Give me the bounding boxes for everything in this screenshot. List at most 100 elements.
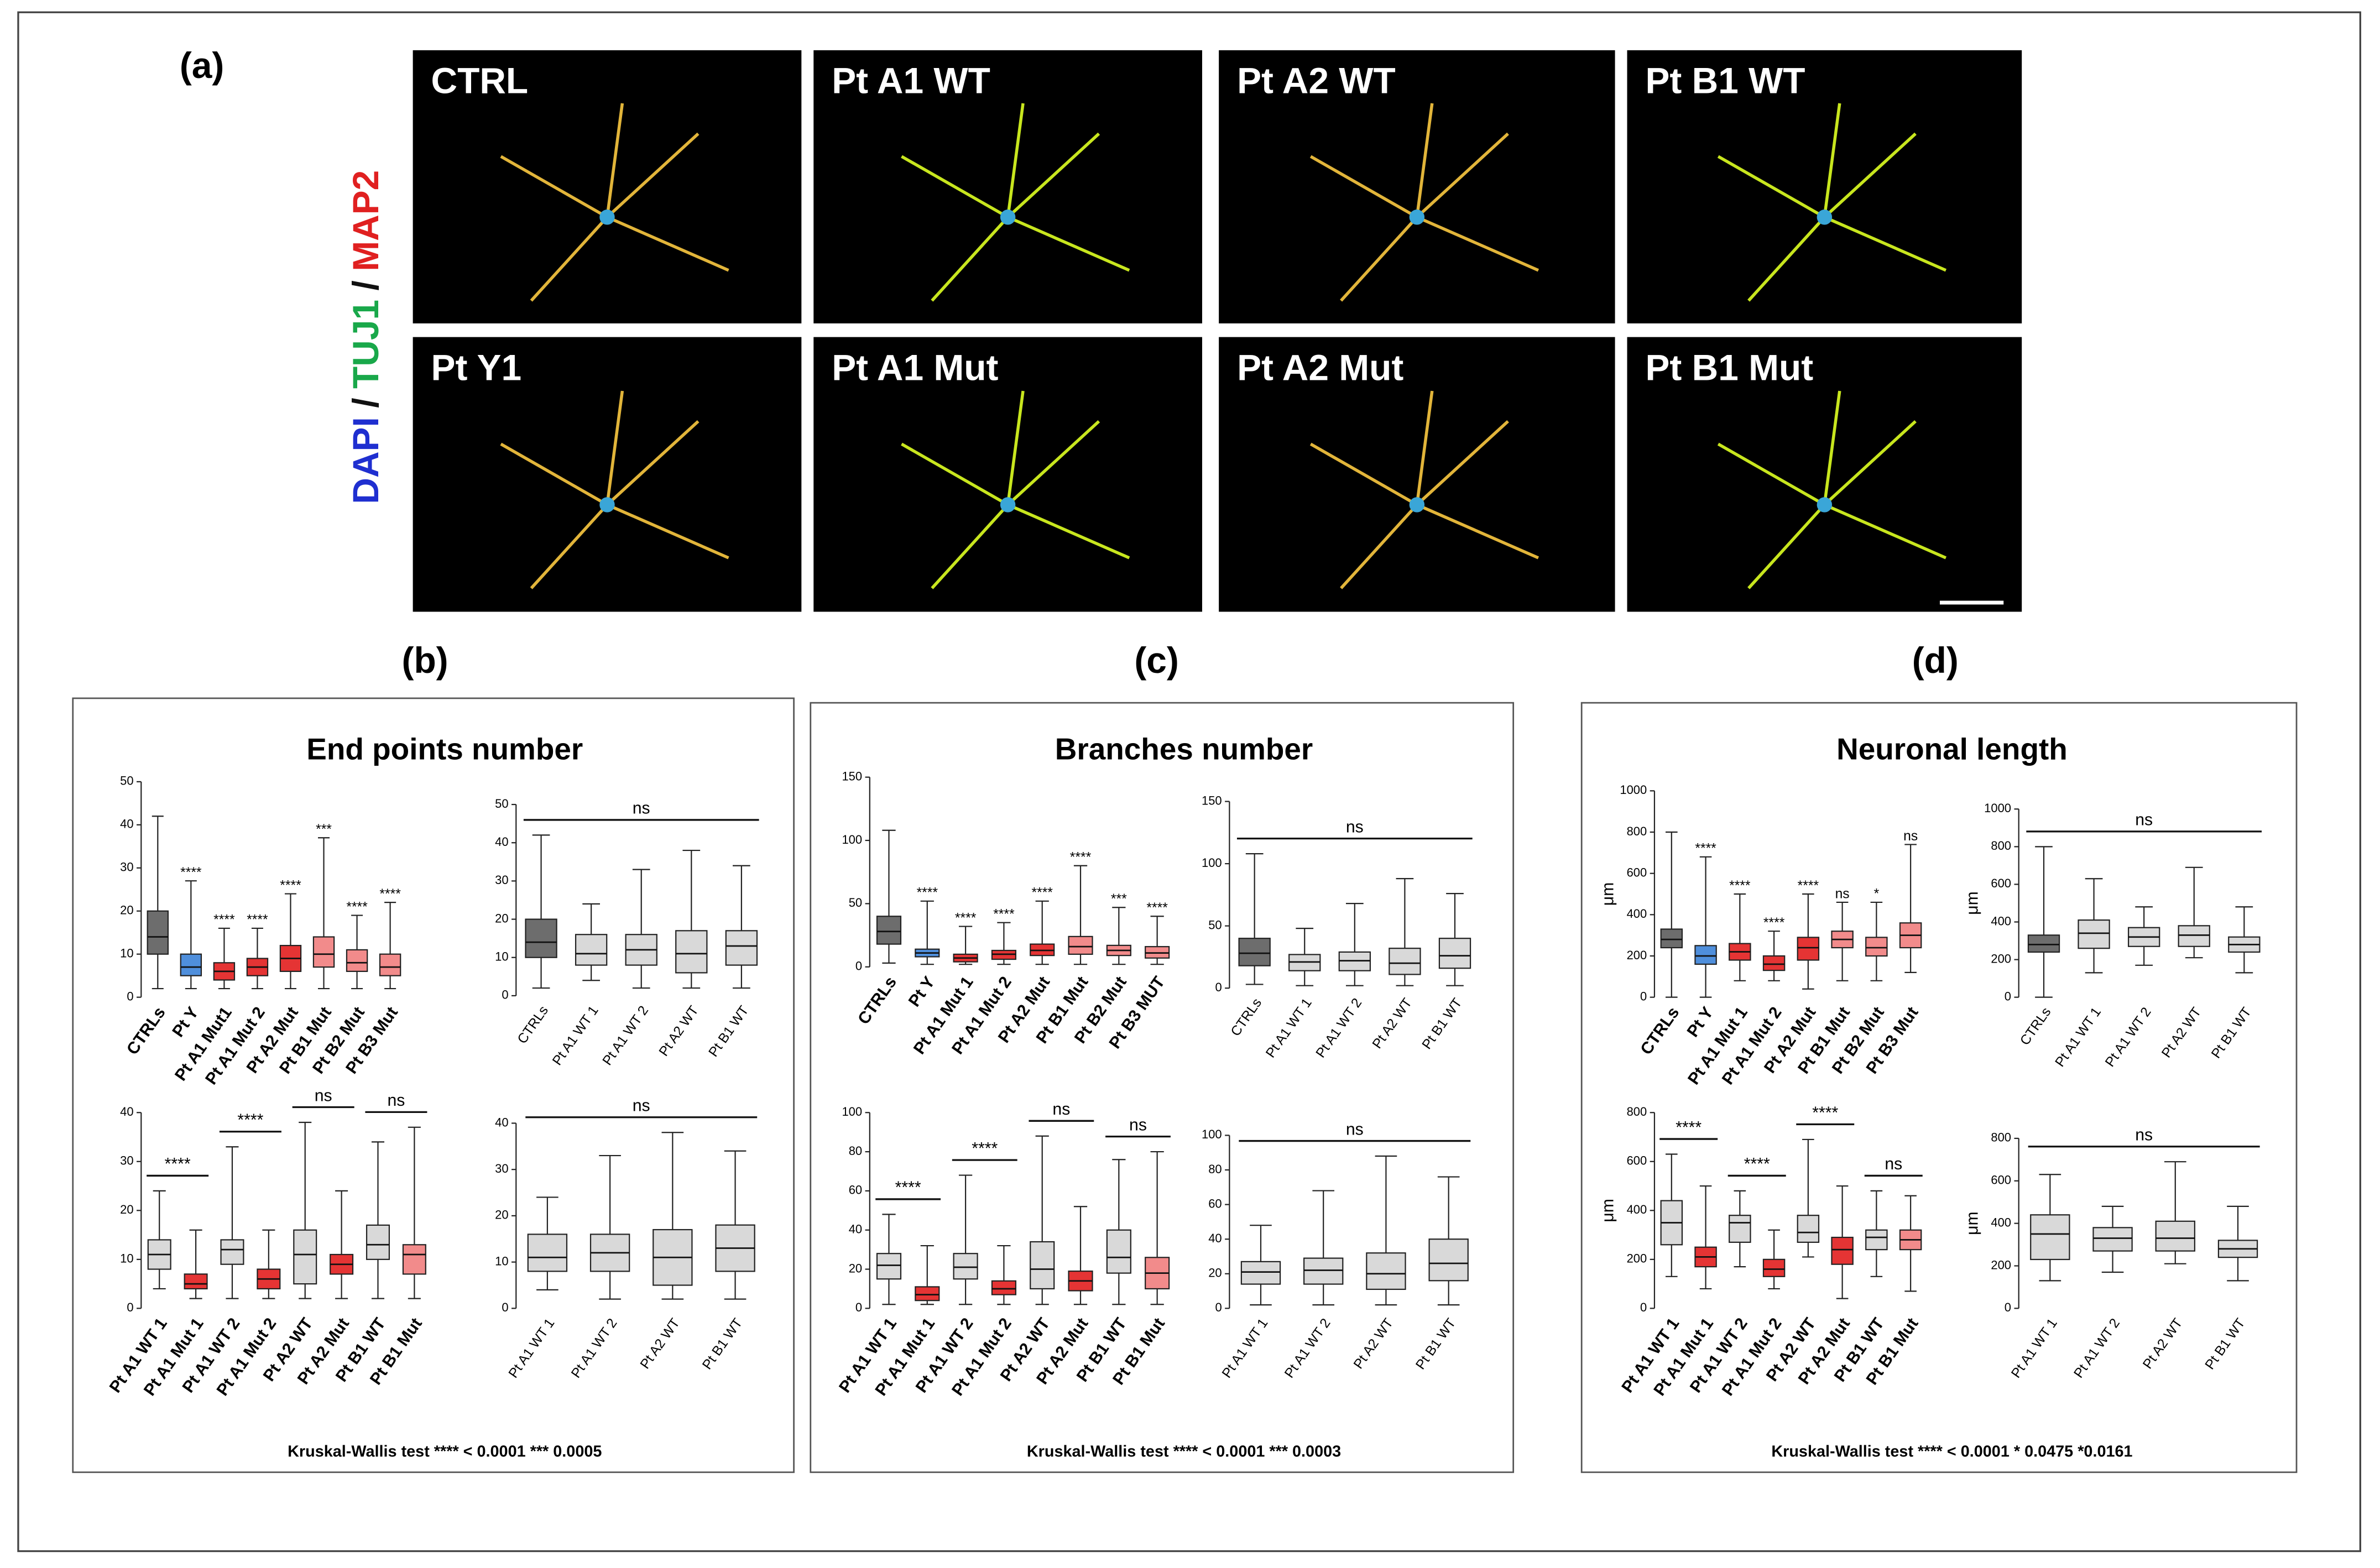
- y-tick-label: 0: [2005, 989, 2011, 1003]
- y-tick-label: 800: [1991, 839, 2011, 853]
- box: [293, 1229, 317, 1285]
- box: [525, 918, 557, 958]
- y-tick-label: 100: [1202, 856, 1222, 870]
- panel-title: End points number: [306, 731, 583, 766]
- neurite: [1824, 503, 1947, 560]
- y-tick-label: 40: [1208, 1231, 1222, 1245]
- soma: [1000, 210, 1016, 225]
- box: [346, 949, 368, 972]
- y-tick-label: 200: [1627, 1252, 1647, 1266]
- y-tick-label: 80: [1208, 1162, 1222, 1176]
- neurite: [1823, 390, 1841, 505]
- image-label: Pt B1 WT: [1645, 60, 1805, 101]
- stain-name: /: [345, 280, 386, 290]
- neurite: [1309, 155, 1418, 219]
- y-tick-label: 800: [1991, 1131, 2011, 1144]
- y-tick-label: 60: [849, 1183, 862, 1197]
- y-tick-label: 0: [2005, 1300, 2011, 1314]
- box: [2092, 1227, 2133, 1252]
- box: [1694, 945, 1717, 965]
- significance: ****: [1763, 916, 1785, 931]
- neurite: [1823, 132, 1917, 218]
- neurite: [1416, 216, 1539, 272]
- soma: [1409, 497, 1425, 513]
- y-tick-label: 30: [120, 1154, 133, 1168]
- y-tick-label: 50: [1208, 918, 1222, 932]
- box: [953, 1253, 978, 1280]
- neurite: [1824, 216, 1947, 272]
- significance: ****: [917, 886, 938, 901]
- y-tick-label: 50: [849, 896, 862, 910]
- y-tick-label: 200: [1991, 1258, 2011, 1272]
- significance: ****: [993, 907, 1015, 922]
- y-tick-label: 600: [1627, 865, 1647, 879]
- y-tick-label: 800: [1627, 824, 1647, 838]
- neurite: [931, 504, 1009, 589]
- significance: ns: [1835, 887, 1850, 902]
- y-tick-label: 10: [120, 946, 133, 960]
- bracket-label: ns: [2135, 1126, 2153, 1144]
- box: [1240, 1261, 1281, 1285]
- significance: ***: [316, 822, 332, 837]
- box: [1831, 1236, 1854, 1265]
- significance: ****: [247, 913, 268, 928]
- y-tick-label: 50: [120, 774, 133, 788]
- y-tick-label: 100: [1202, 1127, 1222, 1141]
- micrograph: [813, 50, 1202, 323]
- bracket-label: ns: [387, 1091, 405, 1110]
- bracket-label: ****: [895, 1179, 921, 1197]
- neurite: [1415, 103, 1434, 218]
- bracket-label: ****: [165, 1155, 191, 1173]
- stain-name: TUJ1: [345, 300, 386, 389]
- bracket-label: ****: [1744, 1155, 1770, 1173]
- box: [876, 916, 902, 945]
- significance: ****: [346, 900, 368, 914]
- y-tick-label: 0: [502, 988, 508, 1002]
- box: [915, 1286, 940, 1302]
- neurite: [1006, 103, 1025, 218]
- bracket-label: ns: [1052, 1100, 1070, 1118]
- bracket-label: ns: [633, 799, 650, 818]
- box: [147, 910, 169, 955]
- y-tick-label: 30: [495, 1162, 508, 1175]
- panel-label: (b): [402, 640, 448, 681]
- footnote: Kruskal-Wallis test **** < 0.0001 * 0.04…: [1771, 1443, 2132, 1461]
- micrograph: [1627, 50, 2022, 323]
- box: [2155, 1220, 2195, 1252]
- neurite: [500, 155, 608, 219]
- neurite: [1340, 216, 1418, 302]
- box: [2027, 934, 2060, 953]
- y-tick-label: 800: [1627, 1105, 1647, 1118]
- box: [1238, 938, 1271, 966]
- y-tick-label: 600: [1991, 876, 2011, 890]
- bracket-label: ns: [2135, 811, 2153, 829]
- y-tick-label: 20: [849, 1261, 862, 1275]
- panel-label: (a): [180, 45, 225, 86]
- y-tick-label: 30: [120, 860, 133, 874]
- y-tick-label: 100: [842, 833, 862, 846]
- y-tick-label: 0: [127, 989, 133, 1003]
- box: [575, 934, 608, 966]
- box: [366, 1224, 390, 1260]
- micrograph: [1219, 50, 1615, 323]
- y-tick-label: 400: [1991, 914, 2011, 928]
- stain-name: MAP2: [345, 170, 386, 271]
- box: [1366, 1252, 1406, 1290]
- y-tick-label: 20: [1208, 1266, 1222, 1280]
- box: [1762, 955, 1786, 971]
- bracket-label: ns: [1885, 1155, 1902, 1173]
- box: [180, 953, 202, 976]
- neurite: [500, 442, 608, 506]
- soma: [599, 497, 615, 513]
- box: [1762, 1258, 1786, 1277]
- box: [1068, 935, 1093, 955]
- image-label: Pt A2 Mut: [1237, 347, 1403, 388]
- y-tick-label: 0: [1215, 980, 1222, 994]
- neurite: [1717, 442, 1825, 506]
- significance: ****: [1146, 901, 1168, 916]
- box: [1030, 1241, 1055, 1290]
- y-tick-label: 40: [120, 1105, 133, 1118]
- image-label: Pt B1 Mut: [1645, 347, 1813, 388]
- box: [220, 1239, 244, 1265]
- box: [1865, 937, 1888, 957]
